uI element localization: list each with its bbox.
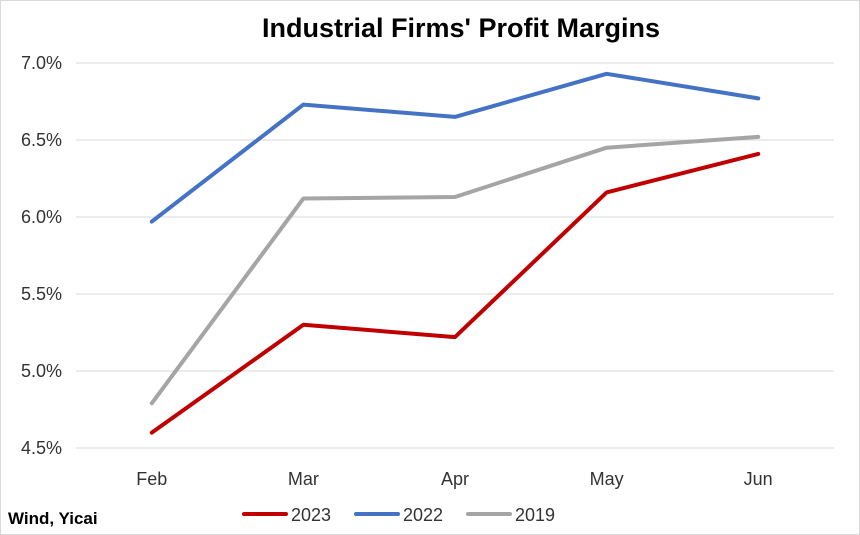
x-tick-label: Feb [136, 469, 167, 489]
y-tick-label: 7.0% [21, 53, 62, 73]
series-lines [149, 71, 761, 435]
x-axis-labels: Feb Mar Apr May Jun [136, 469, 772, 489]
legend: 2023 2022 2019 [242, 505, 555, 525]
legend-label-2022: 2022 [403, 505, 443, 525]
y-tick-label: 5.5% [21, 284, 62, 304]
gridlines [76, 62, 834, 449]
x-tick-label: Jun [744, 469, 773, 489]
chart-title: Industrial Firms' Profit Margins [262, 13, 660, 43]
y-tick-label: 6.5% [21, 130, 62, 150]
y-tick-label: 5.0% [21, 361, 62, 381]
series-line-2022 [149, 71, 761, 224]
legend-label-2023: 2023 [291, 505, 331, 525]
x-tick-label: Mar [288, 469, 319, 489]
x-tick-label: Apr [441, 469, 469, 489]
source-note: Wind, Yicai [8, 509, 98, 528]
y-tick-label: 4.5% [21, 438, 62, 458]
legend-label-2019: 2019 [515, 505, 555, 525]
x-tick-label: May [590, 469, 624, 489]
y-tick-label: 6.0% [21, 207, 62, 227]
series-line-2019 [149, 134, 761, 406]
y-axis-labels: 7.0% 6.5% 6.0% 5.5% 5.0% 4.5% [21, 53, 62, 458]
series-line-2023 [149, 151, 761, 435]
